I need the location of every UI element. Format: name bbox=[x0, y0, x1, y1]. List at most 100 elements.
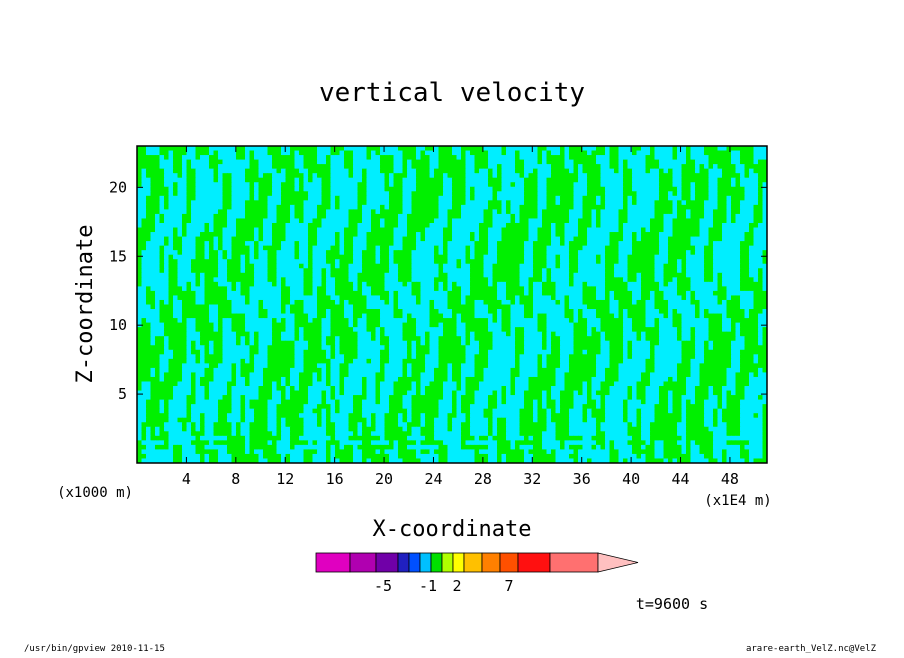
field-cell bbox=[222, 209, 228, 215]
field-cell bbox=[555, 191, 561, 197]
field-cell bbox=[524, 213, 530, 220]
field-cell bbox=[294, 191, 300, 197]
field-cell bbox=[195, 195, 201, 201]
field-cell bbox=[447, 277, 453, 283]
field-cell bbox=[155, 295, 161, 301]
field-cell bbox=[501, 195, 507, 201]
field-cell bbox=[672, 299, 678, 306]
field-cell bbox=[609, 186, 615, 192]
field-cell bbox=[438, 177, 444, 183]
field-cell bbox=[654, 209, 660, 215]
field-cell bbox=[582, 299, 588, 306]
field-cell bbox=[294, 254, 300, 260]
field-cell bbox=[317, 164, 323, 170]
field-cell bbox=[434, 213, 440, 220]
field-cell bbox=[159, 272, 165, 278]
field-cell bbox=[159, 232, 165, 238]
field-cell bbox=[744, 268, 750, 274]
field-cell bbox=[182, 159, 188, 165]
field-cell bbox=[510, 146, 516, 152]
field-cell bbox=[461, 155, 467, 161]
field-cell bbox=[564, 213, 570, 220]
field-cell bbox=[740, 182, 746, 188]
field-cell bbox=[339, 204, 345, 210]
field-cell bbox=[353, 295, 359, 301]
field-cell bbox=[623, 168, 629, 174]
field-cell bbox=[551, 213, 557, 220]
field-cell bbox=[141, 182, 147, 188]
field-cell bbox=[474, 150, 480, 156]
field-cell bbox=[164, 263, 170, 269]
field-cell bbox=[209, 263, 215, 269]
field-cell bbox=[389, 222, 395, 229]
field-cell bbox=[546, 182, 552, 188]
field-cell bbox=[267, 146, 273, 152]
field-cell bbox=[735, 232, 741, 238]
field-cell bbox=[443, 277, 449, 283]
field-cell bbox=[249, 186, 255, 192]
field-cell bbox=[591, 159, 597, 165]
field-cell bbox=[677, 186, 683, 192]
field-cell bbox=[672, 236, 678, 242]
field-cell bbox=[272, 299, 278, 306]
field-cell bbox=[735, 299, 741, 306]
field-cell bbox=[663, 268, 669, 274]
field-cell bbox=[762, 277, 767, 283]
field-cell bbox=[479, 204, 485, 210]
field-cell bbox=[578, 164, 584, 170]
field-cell bbox=[569, 159, 575, 165]
field-cell bbox=[699, 191, 705, 197]
field-cell bbox=[569, 281, 575, 287]
field-cell bbox=[578, 204, 584, 210]
field-cell bbox=[366, 227, 372, 233]
field-cell bbox=[560, 200, 566, 206]
field-cell bbox=[578, 232, 584, 238]
field-cell bbox=[339, 254, 345, 260]
field-cell bbox=[726, 277, 732, 283]
field-cell bbox=[753, 164, 759, 170]
field-cell bbox=[582, 195, 588, 201]
field-cell bbox=[321, 191, 327, 197]
field-cell bbox=[483, 227, 489, 233]
field-cell bbox=[168, 259, 174, 265]
field-cell bbox=[231, 195, 237, 201]
field-cell bbox=[443, 236, 449, 242]
field-cell bbox=[366, 268, 372, 274]
field-cell bbox=[740, 268, 746, 274]
field-cell bbox=[155, 218, 161, 224]
field-cell bbox=[699, 290, 705, 297]
field-cell bbox=[245, 164, 251, 170]
field-cell bbox=[231, 182, 237, 188]
field-cell bbox=[627, 232, 633, 238]
field-cell bbox=[393, 272, 399, 278]
field-cell bbox=[164, 295, 170, 301]
field-cell bbox=[452, 286, 458, 292]
field-cell bbox=[605, 155, 611, 161]
field-cell bbox=[735, 263, 741, 269]
field-cell bbox=[524, 218, 530, 224]
field-cell bbox=[497, 182, 503, 188]
field-cell bbox=[636, 173, 642, 179]
field-cell bbox=[276, 173, 282, 179]
field-cell bbox=[528, 304, 534, 310]
field-cell bbox=[632, 259, 638, 265]
field-cell bbox=[177, 295, 183, 301]
field-cell bbox=[650, 209, 656, 215]
field-cell bbox=[551, 268, 557, 274]
field-cell bbox=[542, 304, 548, 310]
field-cell bbox=[330, 272, 336, 278]
field-cell bbox=[663, 281, 669, 287]
field-cell bbox=[402, 200, 408, 206]
field-cell bbox=[321, 218, 327, 224]
field-cell bbox=[290, 254, 296, 260]
field-cell bbox=[443, 254, 449, 260]
field-cell bbox=[384, 241, 390, 247]
field-cell bbox=[537, 254, 543, 260]
field-cell bbox=[200, 254, 206, 260]
field-cell bbox=[420, 254, 426, 260]
field-cell bbox=[717, 146, 723, 152]
field-cell bbox=[708, 168, 714, 174]
field-cell bbox=[375, 259, 381, 265]
field-cell bbox=[434, 268, 440, 274]
field-cell bbox=[393, 182, 399, 188]
